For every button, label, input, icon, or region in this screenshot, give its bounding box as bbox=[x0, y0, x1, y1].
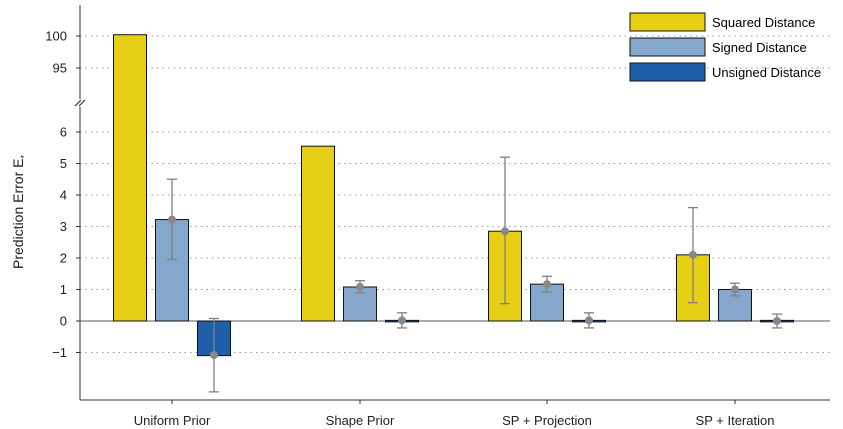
category-label: Uniform Prior bbox=[134, 413, 211, 428]
error-bar bbox=[542, 275, 552, 293]
category-label: SP + Projection bbox=[502, 413, 592, 428]
y-tick-label: 3 bbox=[60, 219, 67, 234]
legend-swatch bbox=[629, 12, 706, 32]
error-bar bbox=[209, 317, 219, 393]
error-bar-marker bbox=[398, 316, 406, 325]
error-bar-marker bbox=[731, 285, 739, 294]
y-tick-label: −1 bbox=[52, 345, 67, 360]
axis-break-slash bbox=[78, 99, 86, 107]
y-axis-title-text: Prediction Error E bbox=[10, 159, 26, 269]
y-tick-label: 4 bbox=[60, 188, 67, 203]
legend-label: Unsigned Distance bbox=[712, 65, 821, 80]
bar bbox=[301, 145, 335, 322]
y-tick-label: 1 bbox=[60, 282, 67, 297]
axis-break-marker bbox=[74, 99, 86, 107]
y-tick-label: 100 bbox=[45, 29, 67, 44]
category-labels: Uniform Prior Shape Prior SP + Projection S… bbox=[134, 400, 775, 428]
error-bar-marker bbox=[168, 215, 176, 224]
grid-lines bbox=[80, 35, 830, 353]
axes bbox=[74, 5, 830, 401]
axis-break-gap bbox=[74, 99, 86, 107]
legend-swatch bbox=[629, 62, 706, 82]
y-tick-label: 2 bbox=[60, 251, 67, 266]
error-bar bbox=[500, 156, 510, 305]
error-bar-marker bbox=[585, 316, 593, 325]
error-bar-marker bbox=[543, 280, 551, 289]
y-tick-label: 6 bbox=[60, 125, 67, 140]
y-tick-labels: −1 0 1 2 3 4 5 6 95 100 bbox=[45, 29, 80, 360]
axis-break-slash bbox=[74, 99, 82, 107]
legend-label: Squared Distance bbox=[712, 15, 815, 30]
error-bar-marker bbox=[689, 250, 697, 259]
legend: Squared Distance Signed Distance Unsigned … bbox=[629, 12, 821, 82]
error-bar bbox=[355, 280, 365, 294]
y-tick-label: 95 bbox=[53, 61, 67, 76]
error-bar bbox=[584, 312, 594, 329]
legend-label: Signed Distance bbox=[712, 40, 807, 55]
bar bbox=[113, 34, 147, 322]
y-axis-title: Prediction Error E* bbox=[10, 155, 29, 269]
error-bar bbox=[730, 282, 740, 297]
category-label: SP + Iteration bbox=[696, 413, 775, 428]
legend-swatch bbox=[629, 37, 706, 57]
bar bbox=[155, 219, 189, 322]
error-bar bbox=[688, 206, 698, 304]
error-bar bbox=[167, 178, 177, 261]
error-bars bbox=[167, 156, 782, 393]
error-bar-marker bbox=[356, 282, 364, 291]
error-bar bbox=[397, 312, 407, 329]
category-label: Shape Prior bbox=[326, 413, 395, 428]
error-bar-marker bbox=[773, 317, 781, 325]
error-bar bbox=[772, 313, 782, 329]
error-bar-marker bbox=[501, 227, 509, 236]
y-axis-title-subscript: * bbox=[19, 155, 29, 159]
error-bar-marker bbox=[210, 351, 218, 360]
y-tick-label: 0 bbox=[60, 314, 67, 329]
y-tick-label: 5 bbox=[60, 156, 67, 171]
